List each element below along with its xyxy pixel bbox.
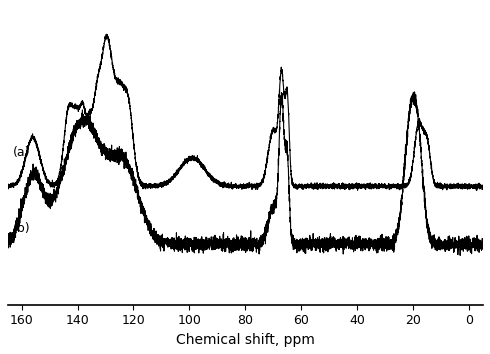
- Text: (b): (b): [13, 222, 31, 235]
- Text: (a): (a): [13, 146, 31, 159]
- X-axis label: Chemical shift, ppm: Chemical shift, ppm: [176, 333, 315, 347]
